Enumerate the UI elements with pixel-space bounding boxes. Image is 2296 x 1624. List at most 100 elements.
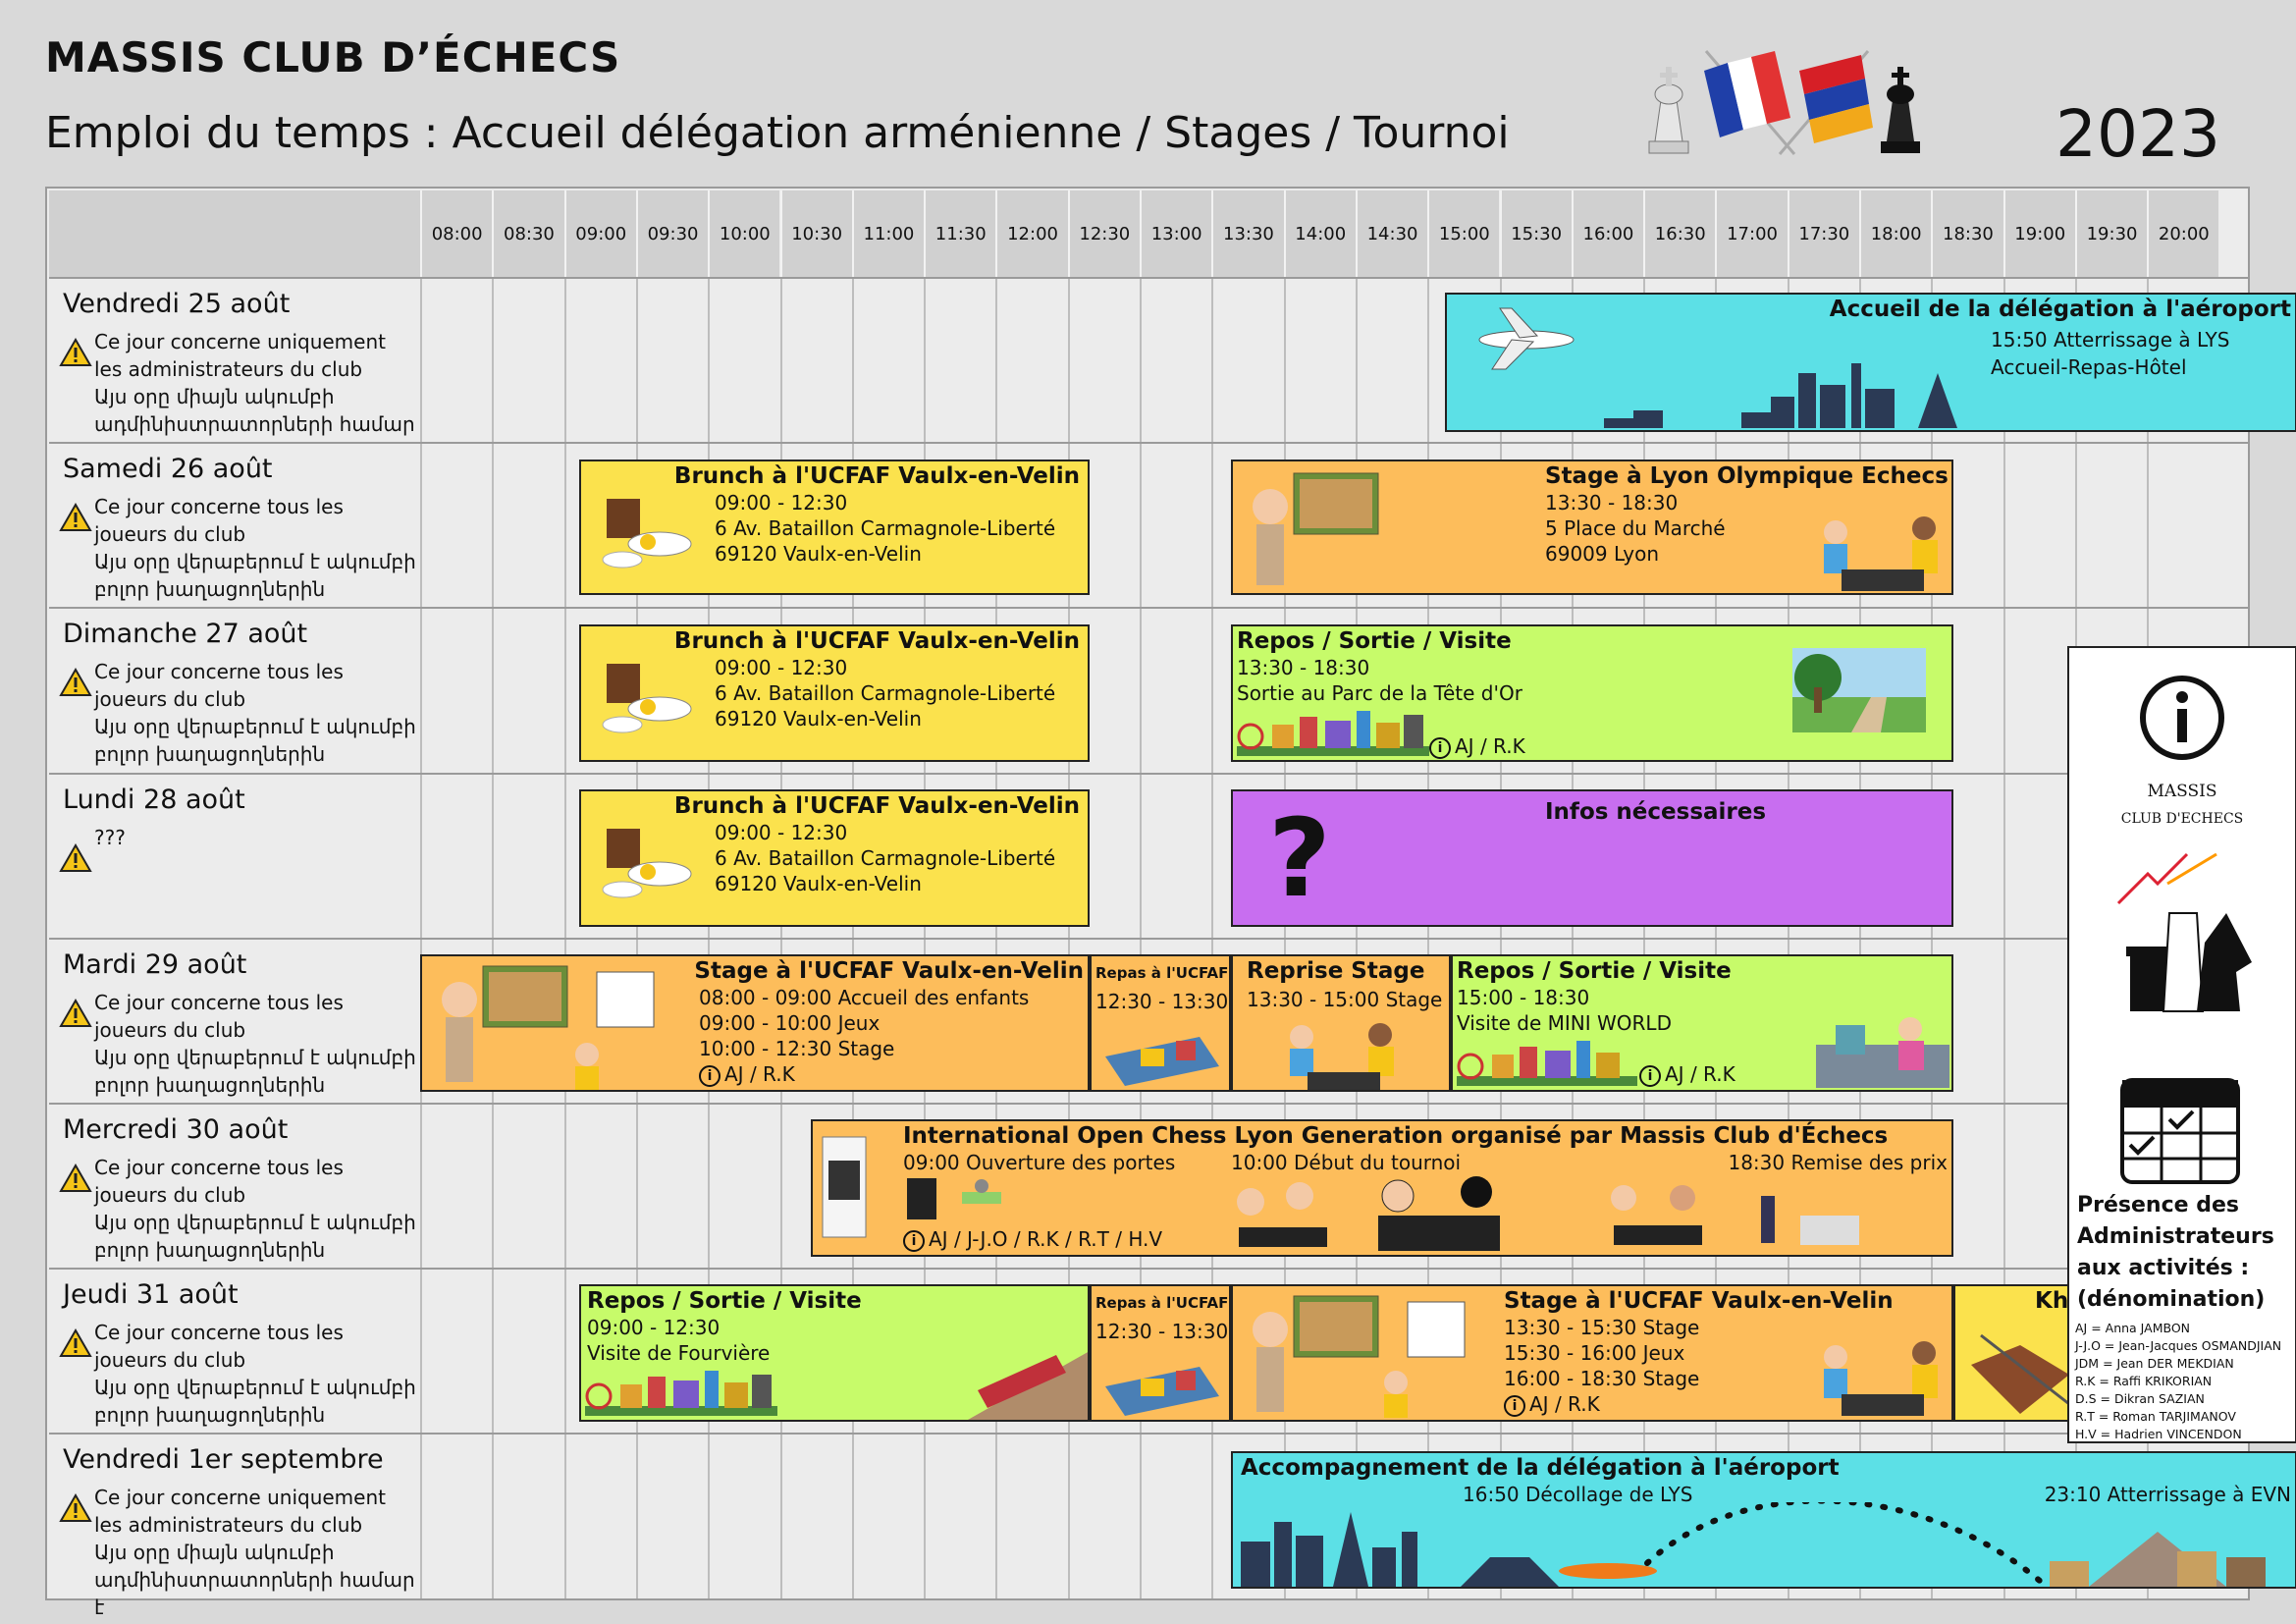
day-note-line: joueurs du club xyxy=(94,522,246,547)
day-note-line: բոլոր խաղացողներին xyxy=(94,742,326,767)
time-header: 14:30 xyxy=(1355,190,1428,277)
time-header: 13:30 xyxy=(1211,190,1284,277)
day-note-line: բոլոր խաղացողներին xyxy=(94,1072,326,1097)
time-header: 13:00 xyxy=(1140,190,1212,277)
day-note-line: joueurs du club xyxy=(94,1348,246,1373)
day-label: Lundi 28 août??? xyxy=(49,772,420,938)
day-note-line: Ce jour concerne uniquement xyxy=(94,1486,386,1510)
day-name: Lundi 28 août xyxy=(63,784,245,815)
event-brunch-dimanche[interactable]: Brunch à l'UCFAF Vaulx-en-Velin 09:00 - … xyxy=(579,624,1090,762)
event-open-chess[interactable]: International Open Chess Lyon Generation… xyxy=(811,1119,1953,1257)
time-header: 12:00 xyxy=(995,190,1068,277)
kids-chess-icon xyxy=(1290,1023,1394,1090)
row-divider xyxy=(420,937,2250,940)
kids-chess-icon xyxy=(1824,1341,1938,1416)
airplane-icon xyxy=(1478,307,1575,370)
day-note-line: Ce jour concerne tous les xyxy=(94,990,344,1014)
calendar-icon xyxy=(2120,1078,2240,1184)
day-label: Vendredi 25 août Ce jour concerne uniquem… xyxy=(49,277,420,463)
time-header: 10:30 xyxy=(779,190,852,277)
day-label: Mercredi 30 août Ce jour concerne tous le… xyxy=(49,1103,420,1269)
event-accueil-aeroport[interactable]: Accueil de la délégation à l'aéroport 15… xyxy=(1445,293,2296,432)
lyon-monuments-icon xyxy=(585,1371,777,1416)
day-label: Samedi 26 août Ce jour concerne tous les j… xyxy=(49,442,420,608)
info-icon: i xyxy=(903,1229,925,1252)
row-divider xyxy=(420,442,2250,445)
event-stage-jeudi[interactable]: Stage à l'UCFAF Vaulx-en-Velin 13:30 - 1… xyxy=(1231,1284,1953,1422)
event-reprise-stage[interactable]: Reprise Stage 13:30 - 15:00 Stage xyxy=(1231,954,1451,1092)
time-header: 15:30 xyxy=(1499,190,1572,277)
event-accompagnement-aeroport[interactable]: Accompagnement de la délégation à l'aéro… xyxy=(1231,1451,2296,1589)
teacher-chessboard-icon xyxy=(1253,472,1379,585)
teacher-chessboard-icon xyxy=(442,965,655,1090)
day-note: Ce jour concerne tous les joueurs du club… xyxy=(94,658,416,768)
time-header: 16:00 xyxy=(1571,190,1644,277)
day-note-line: Ce jour concerne uniquement xyxy=(94,330,386,353)
funicular-icon xyxy=(968,1352,1088,1420)
warning-icon xyxy=(59,1164,92,1192)
event-repos-mardi[interactable]: Repos / Sortie / Visite 15:00 - 18:30 Vi… xyxy=(1451,954,1953,1092)
time-header: 08:30 xyxy=(492,190,564,277)
time-header: 18:00 xyxy=(1859,190,1932,277)
event-repas-jeudi[interactable]: Repas à l'UCFAF 12:30 - 13:30 xyxy=(1090,1284,1231,1422)
event-brunch-lundi[interactable]: Brunch à l'UCFAF Vaulx-en-Velin 09:00 - … xyxy=(579,789,1090,927)
day-note-line: les administrateurs du club xyxy=(94,1513,363,1538)
time-header: 10:00 xyxy=(708,190,780,277)
day-name: Vendredi 25 août xyxy=(63,289,291,319)
warning-icon xyxy=(59,1328,92,1358)
day-note-line: Այս օրը միայն ակումբի xyxy=(94,385,335,408)
lyon-skyline-icon xyxy=(1545,363,1957,428)
event-repos-dimanche[interactable]: Repos / Sortie / Visite 13:30 - 18:30 So… xyxy=(1231,624,1953,762)
day-note-line: Այս օրը վերաբերում է ակումբի xyxy=(94,1211,416,1234)
day-name: Dimanche 27 août xyxy=(63,619,308,650)
event-stage-loe[interactable]: Stage à Lyon Olympique Echecs 13:30 - 18… xyxy=(1231,460,1953,595)
chess-logo-icon xyxy=(2116,852,2252,1012)
day-note-line: բոլոր խաղացողներին xyxy=(94,577,326,602)
event-repas-mardi[interactable]: Repas à l'UCFAF 12:30 - 13:30 xyxy=(1090,954,1231,1092)
lyon-monuments-icon xyxy=(1457,1041,1637,1086)
day-note: Ce jour concerne tous les joueurs du club… xyxy=(94,1154,416,1264)
warning-icon xyxy=(59,668,92,697)
mini-world-icon xyxy=(1816,1017,1949,1088)
day-name: Jeudi 31 août xyxy=(63,1279,239,1311)
page-subtitle: Emploi du temps : Accueil délégation arm… xyxy=(45,108,1510,158)
time-header: 16:30 xyxy=(1643,190,1716,277)
info-icon: i xyxy=(1639,1064,1661,1087)
tournament-banner-icon xyxy=(822,1136,867,1238)
day-label: Dimanche 27 août Ce jour concerne tous le… xyxy=(49,607,420,773)
time-header: 17:00 xyxy=(1715,190,1788,277)
day-note: Ce jour concerne uniquement les administr… xyxy=(94,328,420,465)
day-name: Samedi 26 août xyxy=(63,454,273,485)
day-label: Jeudi 31 août Ce jour concerne tous les jo… xyxy=(49,1268,420,1434)
row-divider xyxy=(420,607,2250,610)
park-landscape-icon xyxy=(1792,648,1926,732)
day-note-line: Այս օրը վերաբերում է ակումբի xyxy=(94,1045,416,1069)
time-header: 12:30 xyxy=(1067,190,1140,277)
info-icon: i xyxy=(1504,1394,1525,1417)
time-header: 18:30 xyxy=(1931,190,2003,277)
time-header: 15:00 xyxy=(1427,190,1500,277)
time-header: 09:30 xyxy=(635,190,709,277)
time-header: 11:30 xyxy=(924,190,996,277)
row-divider xyxy=(420,772,2250,775)
day-note-line: joueurs du club xyxy=(94,687,246,712)
lyon-monuments-icon xyxy=(1237,711,1429,756)
page-title: MASSIS CLUB D’ÉCHECS xyxy=(45,33,621,81)
warning-icon xyxy=(59,842,92,872)
event-repos-jeudi[interactable]: Repos / Sortie / Visite 09:00 - 12:30 Vi… xyxy=(579,1284,1090,1422)
lunch-tray-icon xyxy=(1105,1367,1219,1416)
day-note-line: les administrateurs du club xyxy=(94,357,363,381)
info-icon: i xyxy=(699,1064,721,1087)
event-stage-mardi[interactable]: Stage à l'UCFAF Vaulx-en-Velin 08:00 - 0… xyxy=(420,954,1090,1092)
time-header: 19:00 xyxy=(2002,190,2075,277)
time-header: 11:00 xyxy=(851,190,925,277)
day-note-line: բոլոր խաղացողներին xyxy=(94,1403,326,1428)
event-brunch-samedi[interactable]: Brunch à l'UCFAF Vaulx-en-Velin 09:00 - … xyxy=(579,460,1090,595)
day-note-line: Ce jour concerne tous les xyxy=(94,1321,344,1345)
brunch-food-icon xyxy=(602,829,692,898)
time-header: 09:00 xyxy=(563,190,636,277)
event-infos-necessaires[interactable]: Infos nécessaires ? xyxy=(1231,789,1953,927)
row-divider xyxy=(420,277,2250,279)
time-header: 17:30 xyxy=(1787,190,1859,277)
time-header: 19:30 xyxy=(2074,190,2148,277)
